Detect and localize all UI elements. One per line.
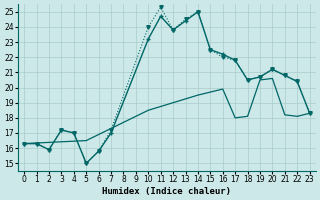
X-axis label: Humidex (Indice chaleur): Humidex (Indice chaleur) xyxy=(102,187,231,196)
